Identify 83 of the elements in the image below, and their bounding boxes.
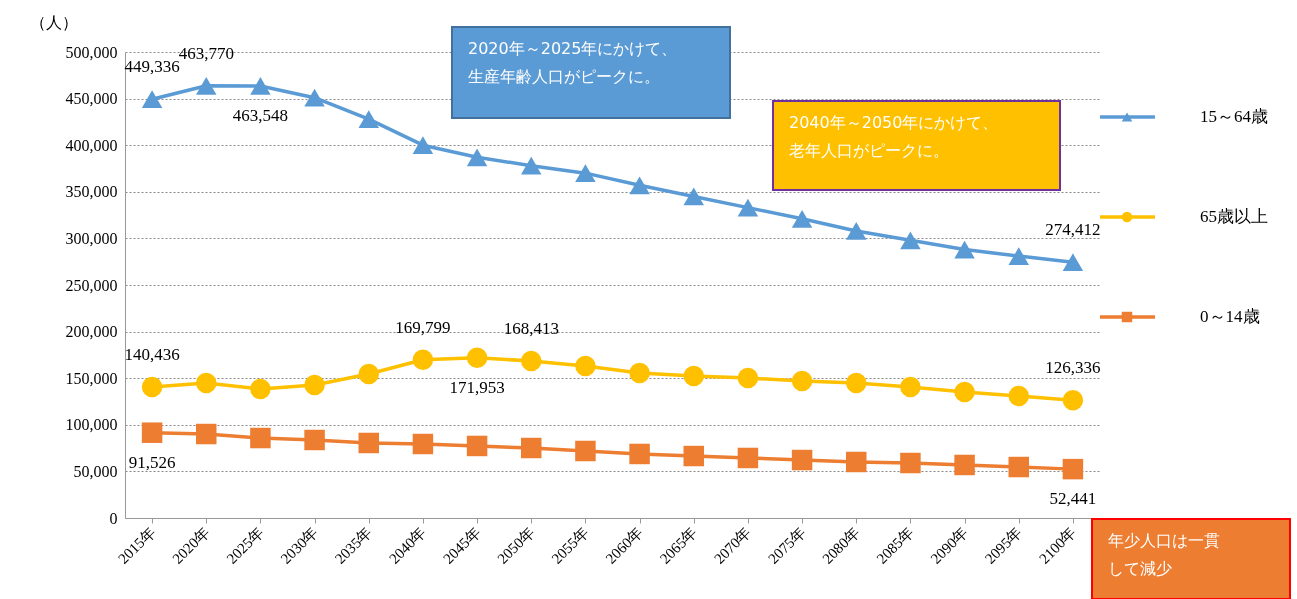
text: 15～64歳 — [1200, 107, 1268, 126]
annotation: 2020年～2025年にかけて、生産年齢人口がピークに。 — [468, 39, 678, 86]
point — [575, 440, 596, 462]
point — [900, 452, 921, 474]
point — [1008, 456, 1029, 478]
data-label: 126,336 — [1045, 358, 1101, 378]
text: 0～14歳 — [1200, 307, 1260, 326]
point — [1062, 458, 1084, 480]
y-tick-label: 400,000 — [65, 136, 118, 154]
point — [358, 363, 379, 385]
point — [1062, 390, 1084, 411]
y-tick-label: 300,000 — [65, 229, 118, 247]
point — [629, 443, 650, 465]
point — [900, 231, 921, 250]
point — [683, 365, 704, 387]
point — [466, 347, 488, 368]
data-label: 463,548 — [232, 105, 289, 125]
point — [791, 449, 813, 471]
data-label: 140,436 — [124, 345, 180, 365]
y-tick-label: 250,000 — [65, 276, 118, 294]
y-tick-label: 0 — [109, 509, 118, 527]
data-label: 169,799 — [395, 317, 451, 337]
data-label: 91,526 — [128, 452, 176, 472]
data-label: 171,953 — [449, 377, 505, 397]
point — [900, 376, 921, 398]
data-label: 168,413 — [503, 319, 559, 339]
point — [250, 427, 271, 449]
point — [629, 362, 650, 384]
text: 年少人口は一貫して減少 — [1108, 531, 1220, 578]
point — [683, 445, 704, 467]
text: 65歳以上 — [1200, 207, 1268, 226]
point — [412, 349, 434, 370]
point — [791, 370, 813, 392]
point — [629, 176, 650, 195]
data-label: 449,336 — [124, 57, 180, 77]
point — [196, 76, 217, 95]
point — [141, 376, 163, 398]
point — [954, 454, 975, 476]
y-tick-label: 500,000 — [65, 43, 118, 61]
point — [304, 88, 325, 107]
point — [196, 423, 217, 445]
y-tick-label: 200,000 — [65, 323, 118, 341]
point — [1062, 253, 1084, 272]
point — [954, 381, 975, 403]
point — [521, 350, 542, 372]
point — [1008, 385, 1029, 407]
point — [737, 447, 759, 469]
y-axis-title: （人） — [29, 13, 78, 31]
point — [954, 240, 975, 259]
point — [141, 90, 163, 109]
annotation: 2040年～2050年にかけて、老年人口がピークに。 — [789, 113, 999, 160]
point — [358, 110, 379, 128]
point — [466, 148, 488, 167]
y-tick-label: 450,000 — [65, 90, 118, 108]
data-label: 463,770 — [178, 43, 234, 63]
point — [737, 367, 759, 389]
point — [737, 198, 759, 217]
point — [412, 433, 434, 455]
point — [466, 435, 488, 457]
point — [196, 372, 217, 394]
y-tick-label: 150,000 — [65, 369, 118, 387]
point — [521, 437, 542, 459]
point — [304, 429, 325, 451]
data-label: 274,412 — [1045, 220, 1101, 240]
point — [791, 209, 813, 228]
point — [412, 136, 434, 155]
point — [250, 77, 271, 95]
y-tick-label: 100,000 — [65, 416, 118, 434]
point — [250, 378, 271, 400]
data-label: 52,441 — [1049, 489, 1097, 509]
point — [575, 355, 596, 377]
point — [358, 432, 379, 454]
point — [683, 187, 704, 206]
point — [141, 422, 163, 443]
point — [846, 451, 867, 473]
point — [304, 374, 325, 396]
point — [575, 164, 596, 183]
point — [1008, 247, 1029, 265]
point — [846, 222, 867, 240]
point — [846, 372, 867, 394]
point — [521, 156, 542, 175]
y-tick-label: 350,000 — [65, 183, 118, 201]
y-tick-label: 50,000 — [73, 462, 118, 480]
